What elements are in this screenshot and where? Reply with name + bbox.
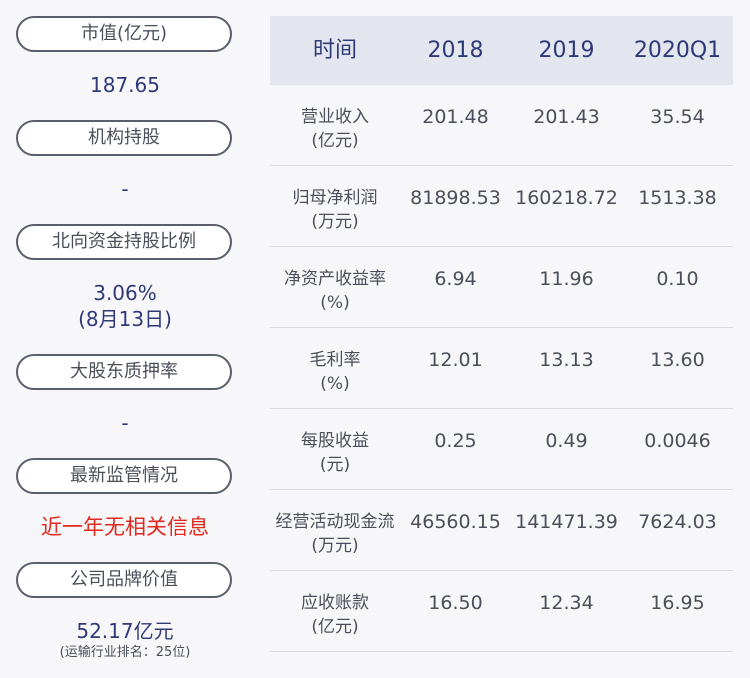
row-label: 经营活动现金流 (万元) <box>270 510 400 558</box>
table-cell: 12.34 <box>539 592 594 614</box>
northbound-holding-value: 3.06% <box>93 281 157 305</box>
table-cell: 0.25 <box>434 430 477 452</box>
row-label-unit: (%) <box>320 293 350 313</box>
table-cell: 13.60 <box>650 349 705 371</box>
row-label-unit: (万元) <box>311 212 359 232</box>
major-shareholder-pledge-label: 大股东质押率 <box>16 354 232 390</box>
row-label-unit: (元) <box>319 455 351 475</box>
table-row: 净资产收益率 (%) 6.94 11.96 0.10 <box>270 247 733 328</box>
northbound-holding-date: (8月13日) <box>78 307 172 331</box>
table-cell: 0.49 <box>545 430 588 452</box>
row-label: 每股收益 (元) <box>270 429 400 477</box>
table-cell: 16.50 <box>428 592 483 614</box>
table-row: 毛利率 (%) 12.01 13.13 13.60 <box>270 328 733 409</box>
market-cap-label: 市值(亿元) <box>16 16 232 52</box>
institutional-holding-label: 机构持股 <box>16 120 232 156</box>
table-cell: 141471.39 <box>515 511 618 533</box>
table-cell: 0.10 <box>656 268 699 290</box>
regulatory-status-value: 近一年无相关信息 <box>41 515 209 539</box>
row-label-name: 营业收入 <box>301 107 369 127</box>
table-cell: 201.43 <box>533 106 600 128</box>
table-cell: 46560.15 <box>410 511 501 533</box>
row-label: 毛利率 (%) <box>270 348 400 396</box>
table-cell: 6.94 <box>434 268 477 290</box>
brand-value-value: 52.17亿元 <box>76 619 174 643</box>
summary-panel: 市值(亿元) 187.65 机构持股 - 北向资金持股比例 3.06% (8月1… <box>0 0 250 678</box>
table-cell: 13.13 <box>539 349 594 371</box>
header-2019: 2019 <box>538 38 595 63</box>
row-label-name: 净资产收益率 <box>284 269 386 289</box>
header-2018: 2018 <box>427 38 484 63</box>
header-2020q1: 2020Q1 <box>633 38 722 63</box>
row-label-name: 每股收益 <box>301 431 369 451</box>
table-row: 应收账款 (亿元) 16.50 12.34 16.95 <box>270 571 733 652</box>
row-label: 应收账款 (亿元) <box>270 591 400 639</box>
table-cell: 81898.53 <box>410 187 501 209</box>
northbound-holding-label: 北向资金持股比例 <box>16 224 232 260</box>
table-row: 每股收益 (元) 0.25 0.49 0.0046 <box>270 409 733 490</box>
row-label-unit: (%) <box>320 374 350 394</box>
table-cell: 160218.72 <box>515 187 618 209</box>
row-label-unit: (亿元) <box>311 617 359 637</box>
market-cap-value: 187.65 <box>90 73 160 97</box>
row-label-name: 归母净利润 <box>292 188 378 208</box>
brand-value-label: 公司品牌价值 <box>16 562 232 598</box>
row-label-unit: (亿元) <box>311 131 359 151</box>
table-cell: 12.01 <box>428 349 483 371</box>
table-header: 时间 2018 2019 2020Q1 <box>270 16 733 85</box>
row-label: 净资产收益率 (%) <box>270 267 400 315</box>
row-label-name: 经营活动现金流 <box>275 512 395 532</box>
regulatory-status-label: 最新监管情况 <box>16 458 232 494</box>
table-row: 营业收入 (亿元) 201.48 201.43 35.54 <box>270 85 733 166</box>
table-cell: 1513.38 <box>638 187 717 209</box>
row-label-unit: (万元) <box>311 536 359 556</box>
header-period: 时间 <box>312 38 357 63</box>
table-cell: 0.0046 <box>644 430 711 452</box>
major-shareholder-pledge-value: - <box>121 411 129 435</box>
table-row: 归母净利润 (万元) 81898.53 160218.72 1513.38 <box>270 166 733 247</box>
institutional-holding-value: - <box>121 177 129 201</box>
table-cell: 16.95 <box>650 592 705 614</box>
row-label-name: 毛利率 <box>309 350 361 370</box>
row-label: 营业收入 (亿元) <box>270 105 400 153</box>
table-cell: 201.48 <box>422 106 489 128</box>
table-row: 经营活动现金流 (万元) 46560.15 141471.39 7624.03 <box>270 490 733 571</box>
row-label: 归母净利润 (万元) <box>270 186 400 234</box>
table-cell: 11.96 <box>539 268 594 290</box>
row-label-name: 应收账款 <box>301 593 369 613</box>
table-cell: 35.54 <box>650 106 705 128</box>
brand-value-rank-note: (运输行业排名：25位) <box>59 645 191 660</box>
table-cell: 7624.03 <box>638 511 717 533</box>
